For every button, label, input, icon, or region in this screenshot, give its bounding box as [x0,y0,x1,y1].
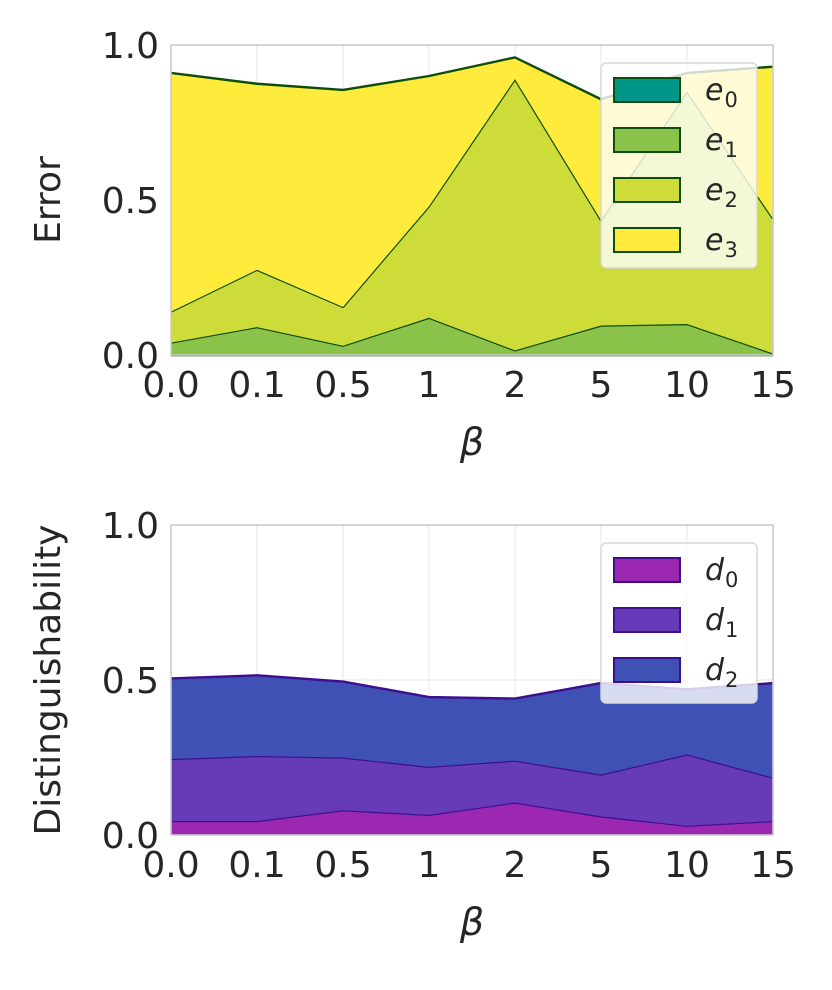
legend-swatch-e3 [613,227,681,253]
x-tick-label: 0.5 [314,845,371,886]
legend-swatch-e1 [613,127,681,153]
legend-swatch-d0 [613,557,681,583]
area-d1 [171,754,773,826]
legend-swatch-d2 [613,657,681,683]
plot-frame [170,44,774,356]
plot-frame [170,524,774,836]
legend-swatch-e2 [613,177,681,203]
x-tick-label: 2 [504,365,527,406]
y-tick-label: 0.5 [102,181,159,222]
x-tick-label: 5 [590,845,613,886]
x-tick-label: 5 [590,365,613,406]
x-tick-label: 0.1 [228,365,285,406]
x-tick-label: 0.0 [142,365,199,406]
x-tick-label: 0.0 [142,845,199,886]
x-tick-label: 10 [664,365,710,406]
x-tick-label: 10 [664,845,710,886]
area-e2 [171,79,773,354]
legend-box [600,62,758,269]
y-tick-label: 1.0 [102,506,159,547]
y-tick-label: 0.5 [102,661,159,702]
y-axis-label: Distinguishability [28,525,69,836]
legend-swatch-d1 [613,607,681,633]
x-tick-label: 1 [418,845,441,886]
y-axis-label: Error [28,156,69,244]
area-e1 [171,317,773,355]
y-tick-label: 0.0 [102,336,159,377]
area-d0 [171,802,773,835]
y-tick-label: 0.0 [102,816,159,857]
x-tick-label: 1 [418,365,441,406]
legend-label-e1: e1 [705,123,738,162]
series-line-e1 [170,316,774,355]
x-tick-label: 0.1 [228,845,285,886]
x-axis-label: β [459,900,484,944]
x-tick-label: 15 [750,845,796,886]
x-tick-label: 0.5 [314,365,371,406]
x-tick-label: 15 [750,365,796,406]
x-tick-label: 2 [504,845,527,886]
y-tick-label: 1.0 [102,26,159,67]
x-axis-label: β [459,420,484,464]
legend-swatch-e0 [613,77,681,103]
chart-2: 0.0 0.1 0.5 1 2 5 10 15 0.0 0.5 1.0 β Distinguishabi… [28,506,796,944]
